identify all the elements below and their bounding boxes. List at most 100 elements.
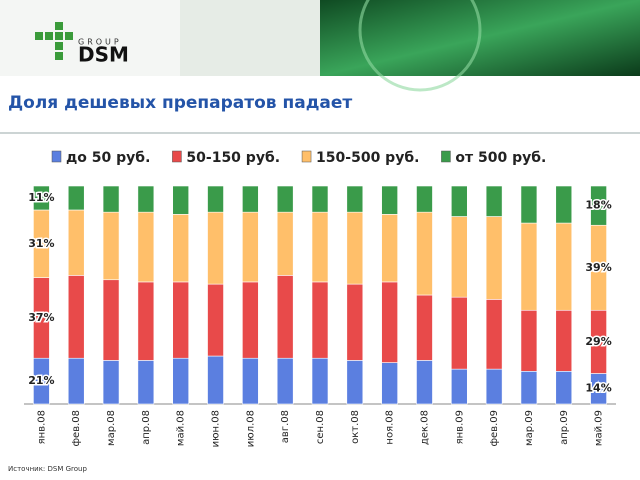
bar-segment [520,222,538,311]
bar-segment [555,185,573,224]
bar-segment [207,185,224,213]
value-label: 31% [28,237,54,250]
bar-segment [346,283,364,361]
header-fade [180,0,320,76]
logo-group: GROUP [78,38,122,47]
x-tick-label: сен.08 [315,410,326,444]
source-note: Источник: DSM Group [8,465,87,473]
x-tick-label: апр.09 [559,410,570,445]
bar-segment [416,294,433,361]
bar-segment [172,185,190,215]
value-label: 37% [28,311,54,324]
bar-segment [555,370,573,405]
bar-segment [346,211,364,285]
logo-cross [35,22,73,60]
bar-segment [67,209,85,276]
bar-segment [485,368,503,405]
legend-label: 150-500 руб. [316,150,419,166]
bar-segment [555,222,573,311]
bar-segment [102,360,120,405]
bar-segment [172,357,190,405]
bar-segment [311,185,329,213]
value-label: 14% [585,382,611,395]
bar-segment [311,357,329,405]
clock-decor [358,0,482,92]
bar-segment [590,185,607,226]
bar-segment [137,185,155,213]
value-label: 39% [585,261,611,274]
x-tick-label: ноя.08 [385,410,396,445]
x-tick-label: май.08 [176,410,187,446]
x-tick-label: июл.08 [245,410,256,447]
bar-segment [207,211,224,285]
bar-segment [450,185,468,217]
bar-segment [102,279,120,361]
bar-segment [555,309,573,372]
legend-swatch [301,150,312,163]
bar-segment [172,214,190,283]
bar-segment [450,216,468,298]
bar-segment [137,360,155,405]
bar-segment [485,216,503,300]
x-tick-label: янв.08 [36,410,47,444]
bar-segment [67,185,85,211]
bar-segment [485,299,503,370]
x-tick-label: фев.08 [71,410,82,447]
bar-segment [416,185,433,213]
bar-segment [137,211,155,283]
bar-segment [485,185,503,217]
x-tick-label: май.09 [594,410,605,446]
x-tick-label: июн.08 [211,410,222,447]
bar-segment [276,185,294,213]
bar-segment [207,355,224,405]
x-tick-label: апр.08 [141,410,152,445]
x-tick-label: окт.08 [350,410,361,444]
bar-segment [242,185,259,213]
value-label: 11% [28,191,54,204]
legend-label: до 50 руб. [66,150,150,166]
legend-swatch [172,150,182,163]
bar-segment [276,211,294,276]
legend-swatch [441,150,451,163]
bar-segment [381,185,398,215]
bar-segment [311,281,329,359]
value-label: 21% [28,374,54,387]
bar-segment [311,211,329,283]
x-tick-label: фев.09 [489,410,500,447]
bar-segment [276,275,294,359]
bar-segment [416,211,433,296]
legend-label: 50-150 руб. [186,150,280,166]
legend-swatch [51,150,62,163]
x-tick-label: мар.09 [524,410,535,446]
x-tick-label: дек.08 [419,410,430,445]
bar-segment [242,281,259,359]
bar-segment [207,283,224,357]
bar-segment [346,185,364,213]
bar-segment [137,281,155,361]
bar-segment [33,185,50,211]
value-label: 29% [585,335,611,348]
bar-segment [346,360,364,405]
x-tick-label: авг.08 [280,410,291,443]
bar-segment [102,185,120,213]
bar-segment [450,296,468,370]
bar-segment [520,370,538,405]
bar-segment [520,309,538,372]
bar-segment [381,281,398,363]
bar-segment [520,185,538,224]
bar-segment [102,211,120,281]
bar-segment [172,281,190,359]
x-tick-label: мар.08 [106,410,117,446]
legend-label: от 500 руб. [455,150,546,166]
bar-segment [276,357,294,405]
value-label: 18% [585,199,611,212]
chart-title: Доля дешевых препаратов падает [8,93,352,113]
bar-segment [67,357,85,405]
bar-segment [450,368,468,405]
bar-segment [67,275,85,359]
bar-segment [381,214,398,283]
bar-segment [242,211,259,283]
logo-text: DSM [78,43,129,67]
bar-segment [242,357,259,405]
